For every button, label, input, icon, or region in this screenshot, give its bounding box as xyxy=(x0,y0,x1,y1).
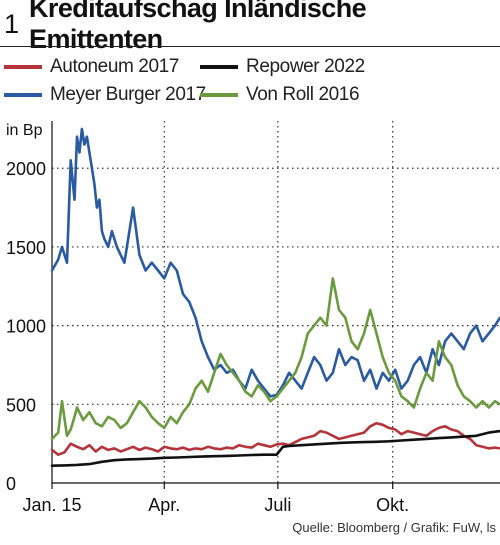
legend-label-meyer-burger: Meyer Burger 2017 xyxy=(50,84,206,105)
y-tick-label-500: 500 xyxy=(6,395,36,415)
legend-item-autoneum: Autoneum 2017 xyxy=(4,56,179,78)
legend-swatch-repower xyxy=(200,65,238,69)
legend: Autoneum 2017 Repower 2022 Meyer Burger … xyxy=(0,54,500,114)
grid-lines xyxy=(52,121,500,483)
series-line-repower xyxy=(50,429,500,468)
series-line-von-roll xyxy=(50,277,500,441)
y-axis-unit-label: in Bp xyxy=(6,122,43,139)
legend-item-von-roll: Von Roll 2016 xyxy=(200,84,360,106)
x-tick-label-1: Apr. xyxy=(148,495,180,515)
title-row: 1 Kreditaufschag Inländische Emittenten xyxy=(4,0,500,54)
legend-swatch-von-roll xyxy=(200,93,238,97)
legend-label-repower: Repower 2022 xyxy=(246,56,365,77)
series-lines xyxy=(50,127,500,468)
y-tick-label-1500: 1500 xyxy=(6,238,46,258)
legend-swatch-meyer-burger xyxy=(4,93,42,97)
x-tick-label-2: Juli xyxy=(264,495,291,515)
figure-number: 1 xyxy=(4,8,20,39)
chart-title: Kreditaufschag Inländische Emittenten xyxy=(29,0,367,54)
legend-item-meyer-burger: Meyer Burger 2017 xyxy=(4,84,206,106)
legend-label-autoneum: Autoneum 2017 xyxy=(50,56,179,77)
x-tick-label-3: Okt. xyxy=(376,495,409,515)
legend-item-repower: Repower 2022 xyxy=(200,56,365,78)
line-chart: 0 500 1000 1500 2000 Jan. 15 Apr. Juli Okt. in Bp xyxy=(6,121,500,515)
title-divider xyxy=(0,46,500,47)
tick-labels: 0 500 1000 1500 2000 Jan. 15 Apr. Juli Okt. in Bp xyxy=(6,122,409,515)
series-line-meyer-burger xyxy=(50,127,500,398)
y-tick-label-0: 0 xyxy=(6,474,16,494)
legend-swatch-autoneum xyxy=(4,65,42,69)
legend-label-von-roll: Von Roll 2016 xyxy=(246,84,360,105)
y-tick-label-1000: 1000 xyxy=(6,317,46,337)
y-tick-label-2000: 2000 xyxy=(6,159,46,179)
source-note: Quelle: Bloomberg / Grafik: FuW, ls xyxy=(292,520,496,535)
series-line-autoneum xyxy=(50,421,500,457)
x-tick-label-0: Jan. 15 xyxy=(22,495,81,515)
axes xyxy=(51,121,500,489)
